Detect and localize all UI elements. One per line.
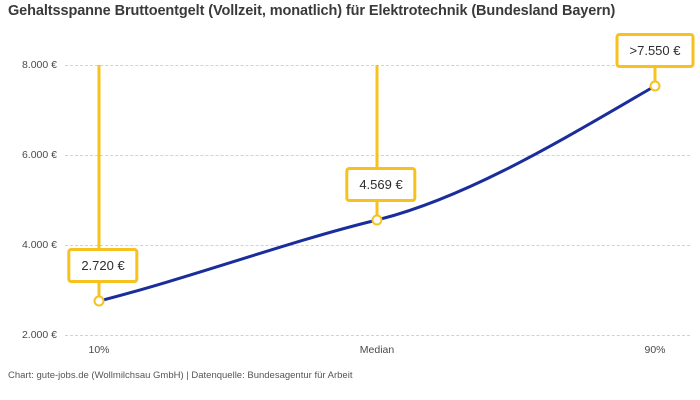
gridline-4000 (65, 245, 690, 246)
x-axis-tick-10-percent: 10% (88, 344, 110, 356)
y-axis-tick-8000: 8.000 € (21, 59, 57, 71)
stem-90-percent (653, 65, 657, 86)
chart-source-footer: Chart: gute-jobs.de (Wollmilchsau GmbH) … (8, 370, 353, 381)
data-point-90-percent[interactable] (649, 80, 661, 92)
y-axis-tick-6000: 6.000 € (21, 149, 57, 161)
value-label-10-percent: 2.720 € (67, 248, 139, 283)
gridline-2000 (65, 335, 690, 336)
y-axis-tick-4000: 4.000 € (21, 239, 57, 251)
x-axis-tick-median: Median (359, 344, 395, 356)
value-label-90-percent: >7.550 € (615, 33, 695, 68)
value-label-median: 4.569 € (345, 167, 417, 202)
stem-median (375, 65, 379, 220)
y-axis-tick-2000: 2.000 € (21, 329, 57, 341)
data-point-10-percent[interactable] (93, 295, 105, 307)
stem-10-percent (97, 65, 101, 301)
data-point-median[interactable] (371, 214, 383, 226)
x-axis-tick-90-percent: 90% (644, 344, 666, 356)
page-title: Gehaltsspanne Bruttoentgelt (Vollzeit, m… (8, 3, 616, 19)
